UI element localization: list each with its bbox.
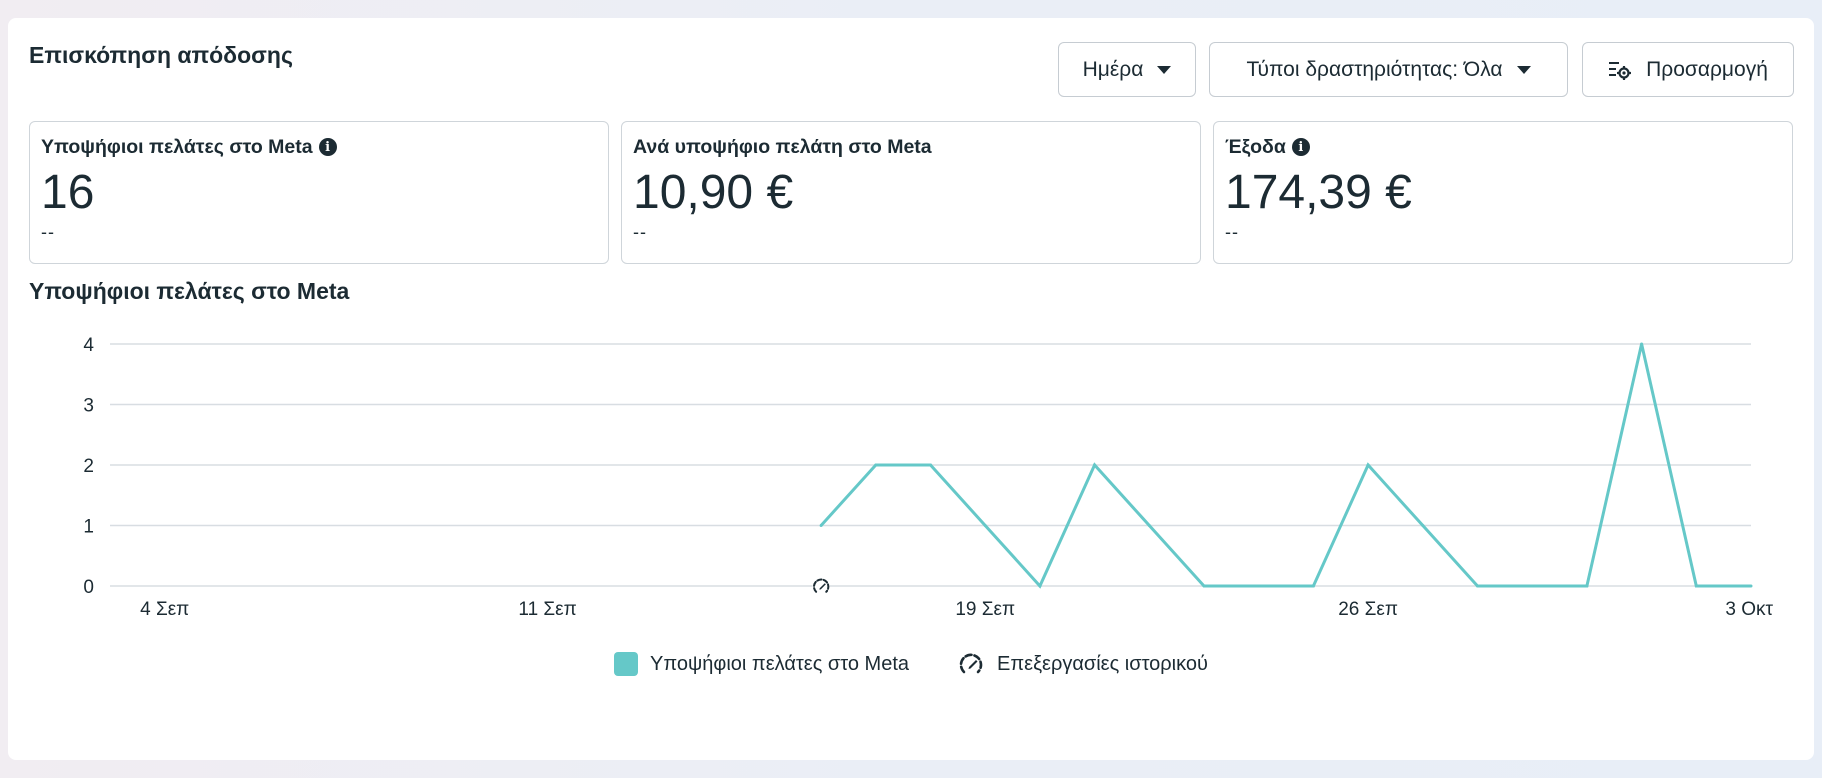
data-point	[1093, 463, 1097, 467]
metric-label-spend: Έξοδα	[1225, 135, 1286, 158]
metric-label-leads: Υποψήφιοι πελάτες στο Meta	[41, 135, 313, 158]
metric-value-spend: 174,39 €	[1225, 166, 1412, 219]
chart-legend: Υποψήφιοι πελάτες στο Meta Επεξεργασίες …	[8, 650, 1814, 678]
metric-card-label-row: Έξοδα i	[1225, 136, 1792, 158]
y-tick-label: 3	[83, 396, 94, 417]
metric-value-cost-per-lead: 10,90 €	[633, 166, 794, 219]
activity-types-label: Τύποι δραστηριότητας: Όλα	[1246, 57, 1503, 81]
series-line	[819, 343, 1751, 589]
chart-title: Υποψήφιοι πελάτες στο Meta	[29, 278, 350, 304]
x-tick-label: 26 Σεπ	[1338, 599, 1398, 620]
legend-item-history-edits[interactable]: Επεξεργασίες ιστορικού	[957, 650, 1208, 678]
legend-label-leads: Υποψήφιοι πελάτες στο Meta	[650, 652, 910, 675]
customize-button[interactable]: Προσαρμογή	[1582, 42, 1794, 97]
x-tick-label: 3 Οκτ	[1725, 599, 1773, 620]
x-tick-label: 11 Σεπ	[518, 599, 576, 620]
leads-line-chart: 0 1 2 3 4 4 Σεπ 11 Σεπ 19 Σεπ 26 Σεπ 3 Οκτ	[83, 335, 1773, 620]
data-point	[1640, 342, 1644, 346]
data-point	[1694, 584, 1698, 588]
data-point	[1585, 584, 1589, 588]
metric-value-leads: 16	[41, 166, 95, 219]
data-point	[1311, 584, 1315, 588]
x-tick-label: 4 Σεπ	[140, 599, 189, 620]
customize-label: Προσαρμογή	[1646, 57, 1768, 81]
y-tick-label: 0	[83, 577, 94, 598]
legend-label-history-edits: Επεξεργασίες ιστορικού	[997, 652, 1208, 675]
data-point	[1257, 584, 1261, 588]
info-icon[interactable]: i	[1291, 138, 1310, 156]
metric-comparison-cost-per-lead: --	[633, 222, 647, 242]
metric-label-cost-per-lead: Ανά υποψήφιο πελάτη στο Meta	[633, 135, 932, 158]
data-point	[1749, 584, 1753, 588]
metric-comparison-leads: --	[41, 222, 55, 242]
data-point	[1147, 524, 1151, 527]
data-point	[819, 524, 823, 527]
day-dropdown-label: Ημέρα	[1082, 57, 1144, 81]
data-point	[929, 463, 932, 467]
metric-card-label-row: Υποψήφιοι πελάτες στο Meta i	[41, 136, 608, 158]
data-point	[1366, 463, 1370, 467]
history-edit-icon	[959, 653, 983, 674]
data-point	[874, 463, 878, 467]
day-dropdown-button[interactable]: Ημέρα	[1058, 42, 1196, 97]
info-icon[interactable]: i	[318, 138, 337, 156]
data-point	[1421, 524, 1425, 527]
legend-swatch	[614, 652, 639, 676]
y-tick-label: 4	[83, 335, 94, 356]
activity-types-dropdown-button[interactable]: Τύποι δραστηριότητας: Όλα	[1209, 42, 1568, 97]
page-title: Επισκόπηση απόδοσης	[29, 42, 293, 68]
data-point	[1530, 584, 1534, 588]
data-point	[1202, 584, 1206, 588]
caret-down-icon	[1516, 65, 1531, 74]
metric-card-leads[interactable]: Υποψήφιοι πελάτες στο Meta i 16 --	[29, 121, 609, 264]
history-edit-marker-icon[interactable]	[812, 577, 830, 595]
data-point	[1476, 584, 1479, 588]
metric-card-cost-per-lead[interactable]: Ανά υποψήφιο πελάτη στο Meta 10,90 € --	[621, 121, 1201, 264]
y-tick-label: 1	[83, 517, 94, 538]
customize-settings-icon	[1609, 61, 1632, 80]
y-tick-label: 2	[83, 456, 94, 477]
caret-down-icon	[1157, 65, 1172, 74]
metric-card-spend[interactable]: Έξοδα i 174,39 € --	[1213, 121, 1793, 264]
x-tick-label: 19 Σεπ	[955, 599, 1015, 620]
data-point	[1038, 584, 1042, 588]
performance-overview-panel: Επισκόπηση απόδοσης Ημέρα Τύποι δραστηρι…	[8, 18, 1814, 760]
metric-comparison-spend: --	[1225, 222, 1239, 242]
data-point	[983, 524, 987, 527]
metric-card-label-row: Ανά υποψήφιο πελάτη στο Meta	[633, 136, 1200, 158]
legend-item-leads[interactable]: Υποψήφιοι πελάτες στο Meta	[614, 650, 909, 678]
